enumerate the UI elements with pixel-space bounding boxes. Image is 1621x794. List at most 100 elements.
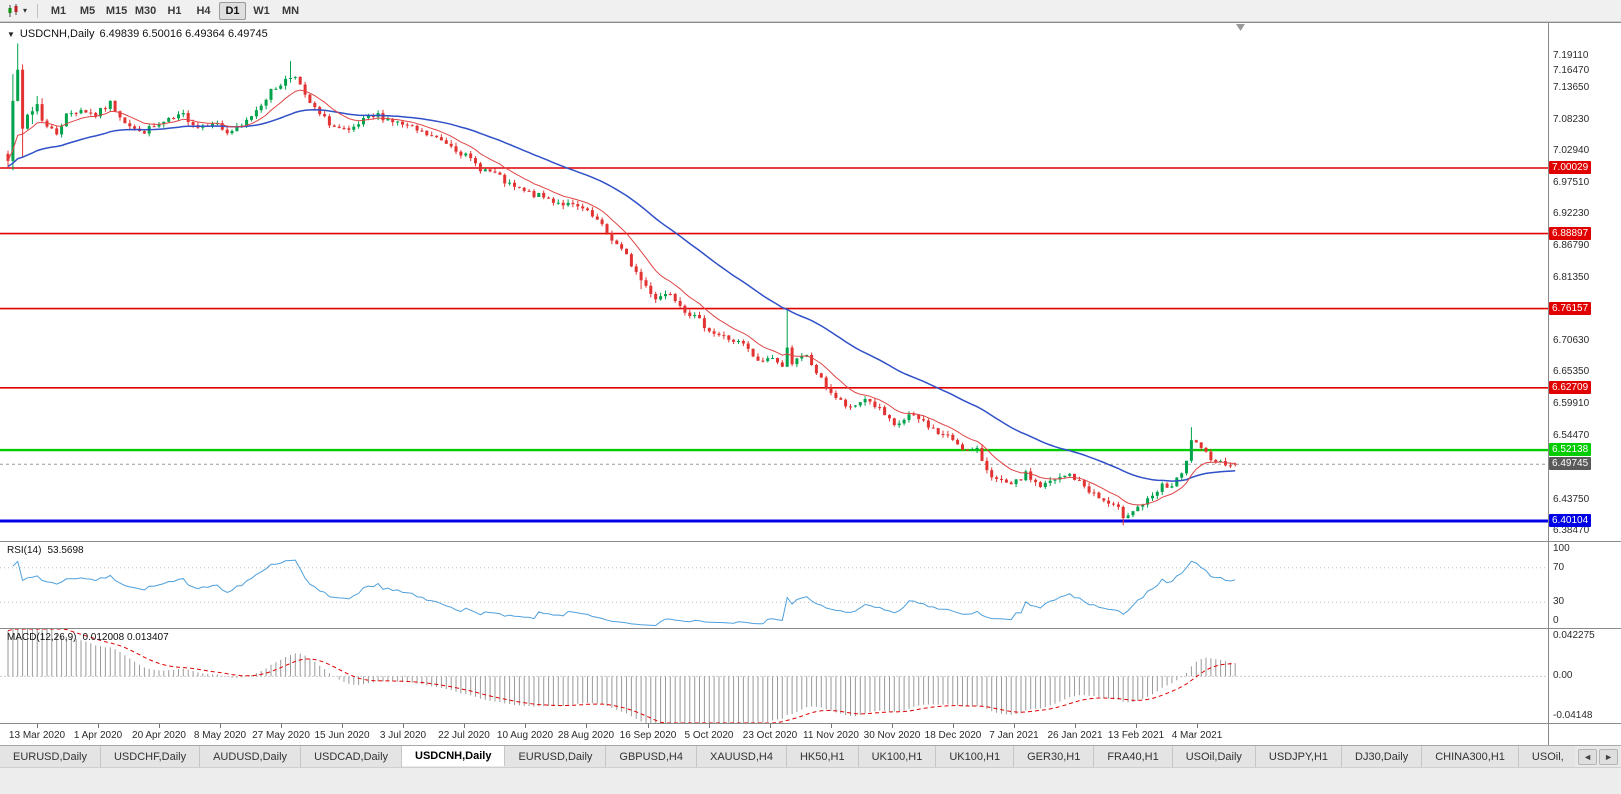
time-axis[interactable]: 13 Mar 2020 1 Apr 2020 20 Apr 2020 8 May 20… (0, 724, 1548, 746)
time-axis-tick (1197, 724, 1198, 728)
chart-tab-uk100-h1[interactable]: UK100,H1 (936, 746, 1015, 767)
rsi-indicator-value: 53.5698 (47, 545, 84, 556)
chart-tab-usdcnh-daily[interactable]: USDCNH,Daily (402, 746, 506, 766)
time-axis-tick (98, 724, 99, 728)
date-axis-label: 5 Oct 2020 (684, 730, 734, 741)
time-axis-tick (648, 724, 649, 728)
status-bar (0, 767, 1621, 794)
chart-type-icon[interactable] (5, 2, 23, 20)
time-axis-tick (1075, 724, 1076, 728)
date-axis-label: 20 Apr 2020 (132, 730, 186, 741)
rsi-panel-canvas[interactable] (0, 542, 1548, 628)
date-axis-label: 27 May 2020 (252, 730, 310, 741)
date-axis-label: 13 Mar 2020 (8, 730, 66, 741)
price-axis-label: 6.92230 (1553, 208, 1590, 219)
chart-tab-usoil-[interactable]: USOil, (1518, 746, 1578, 767)
chart-tab-hk50-h1[interactable]: HK50,H1 (786, 746, 859, 767)
chart-tab-fra40-h1[interactable]: FRA40,H1 (1094, 746, 1173, 767)
chart-shift-marker (1236, 24, 1245, 31)
timeframe-button-W1[interactable]: W1 (253, 4, 270, 17)
timeframe-button-M30[interactable]: M30 (134, 4, 157, 17)
timeframe-button-M5[interactable]: M5 (79, 4, 96, 17)
price-line-label-resistance: 6.62709 (1549, 381, 1592, 394)
chart-tab-uk100-h1[interactable]: UK100,H1 (858, 746, 937, 767)
price-line-label-resistance: 6.76157 (1549, 302, 1592, 315)
macd-indicator-name: MACD(12,26,9) (7, 632, 77, 643)
chart-tab-ger30-h1[interactable]: GER30,H1 (1014, 746, 1095, 767)
chart-tab-audusd-daily[interactable]: AUDUSD,Daily (200, 746, 302, 767)
chart-tab-eurusd-daily[interactable]: EURUSD,Daily (0, 746, 101, 767)
chart-tab-dj30-daily[interactable]: DJ30,Daily (1342, 746, 1423, 767)
date-axis-label: 28 Aug 2020 (557, 730, 615, 741)
date-axis-label: 22 Jul 2020 (438, 730, 490, 741)
rsi-label: RSI(14) 53.5698 (7, 545, 84, 556)
chart-tab-china300-h1[interactable]: CHINA300,H1 (1422, 746, 1519, 767)
price-line-label-resistance: 6.88897 (1549, 227, 1592, 240)
date-axis-label: 18 Dec 2020 (924, 730, 982, 741)
timeframe-button-H1[interactable]: H1 (167, 4, 182, 17)
chart-tab-usdcad-daily[interactable]: USDCAD,Daily (301, 746, 403, 767)
timeframe-button-MN[interactable]: MN (281, 4, 300, 17)
time-axis-tick (342, 724, 343, 728)
time-axis-tick (709, 724, 710, 728)
date-axis-label: 13 Feb 2021 (1107, 730, 1165, 741)
rsi-axis-label: 70 (1553, 562, 1565, 573)
timeframe-button-D1[interactable]: D1 (219, 1, 247, 20)
price-axis-label: 7.08230 (1553, 114, 1590, 125)
toolbar-divider (37, 3, 39, 18)
chart-tab-usdjpy-h1[interactable]: USDJPY,H1 (1255, 746, 1343, 767)
chart-tab-bar: EURUSD,Daily USDCHF,Daily AUDUSD,Daily USDC… (0, 745, 1621, 767)
date-axis-label: 7 Jan 2021 (989, 730, 1039, 741)
one-click-trading-toggle[interactable]: ▼ (7, 29, 15, 39)
date-axis-label: 26 Jan 2021 (1047, 730, 1103, 741)
date-axis-label: 23 Oct 2020 (742, 730, 798, 741)
date-axis-label: 16 Sep 2020 (619, 730, 677, 741)
macd-axis-label: 0.042275 (1553, 630, 1595, 641)
date-axis-label: 10 Aug 2020 (496, 730, 554, 741)
panel-divider[interactable] (0, 541, 1621, 542)
chart-tab-gbpusd-h4[interactable]: GBPUSD,H4 (606, 746, 697, 767)
time-axis-tick (403, 724, 404, 728)
timeframe-button-M15[interactable]: M15 (105, 4, 128, 17)
macd-axis-label: 0.00 (1553, 670, 1573, 681)
price-axis-label: 6.65350 (1553, 366, 1590, 377)
price-chart-canvas[interactable] (0, 23, 1548, 541)
price-axis-label: 6.97510 (1553, 177, 1590, 188)
price-axis-label: 6.70630 (1553, 335, 1590, 346)
current-price-label: 6.49745 (1549, 457, 1592, 470)
date-axis-label: 1 Apr 2020 (73, 730, 123, 741)
timeframe-button-H4[interactable]: H4 (196, 4, 211, 17)
time-axis-tick (953, 724, 954, 728)
chart-tab-xauusd-h4[interactable]: XAUUSD,H4 (696, 746, 787, 767)
price-axis-label: 6.59910 (1553, 398, 1590, 409)
time-axis-tick (1136, 724, 1137, 728)
timeframe-button-group: M1 M5 M15 M30 H1 H4 D1 W1 MN (44, 1, 305, 20)
macd-panel-canvas[interactable] (0, 629, 1548, 723)
date-axis-label: 11 Nov 2020 (803, 730, 859, 741)
panel-divider[interactable] (0, 628, 1621, 629)
time-axis-tick (831, 724, 832, 728)
price-axis[interactable]: 7.19110 7.16470 7.13650 7.08230 7.02940 6.975… (1549, 23, 1621, 746)
rsi-axis-label: 100 (1553, 543, 1570, 554)
tab-scroll-right-icon[interactable]: ► (1599, 748, 1618, 765)
time-axis-tick (37, 724, 38, 728)
date-axis-label: 4 Mar 2021 (1171, 730, 1223, 741)
price-axis-label: 7.19110 (1553, 50, 1589, 61)
tab-scroll-left-icon[interactable]: ◄ (1578, 748, 1598, 765)
time-axis-tick (586, 724, 587, 728)
panel-divider (0, 723, 1621, 724)
date-axis-label: 15 Jun 2020 (314, 730, 370, 741)
chart-tab-usoil-daily[interactable]: USOil,Daily (1172, 746, 1256, 767)
price-axis-label: 6.54470 (1553, 430, 1590, 441)
date-axis-label: 3 Jul 2020 (379, 730, 427, 741)
timeframe-button-M1[interactable]: M1 (50, 4, 67, 17)
chart-type-dropdown-caret[interactable]: ▾ (23, 6, 28, 15)
chart-tab-usdchf-daily[interactable]: USDCHF,Daily (100, 746, 201, 767)
time-axis-tick (770, 724, 771, 728)
chart-tab-eurusd-daily[interactable]: EURUSD,Daily (505, 746, 607, 767)
price-line-label-level: 6.52138 (1549, 443, 1592, 456)
price-axis-label: 7.16470 (1553, 65, 1590, 76)
price-axis-label: 6.81350 (1553, 272, 1590, 283)
time-axis-tick (281, 724, 282, 728)
